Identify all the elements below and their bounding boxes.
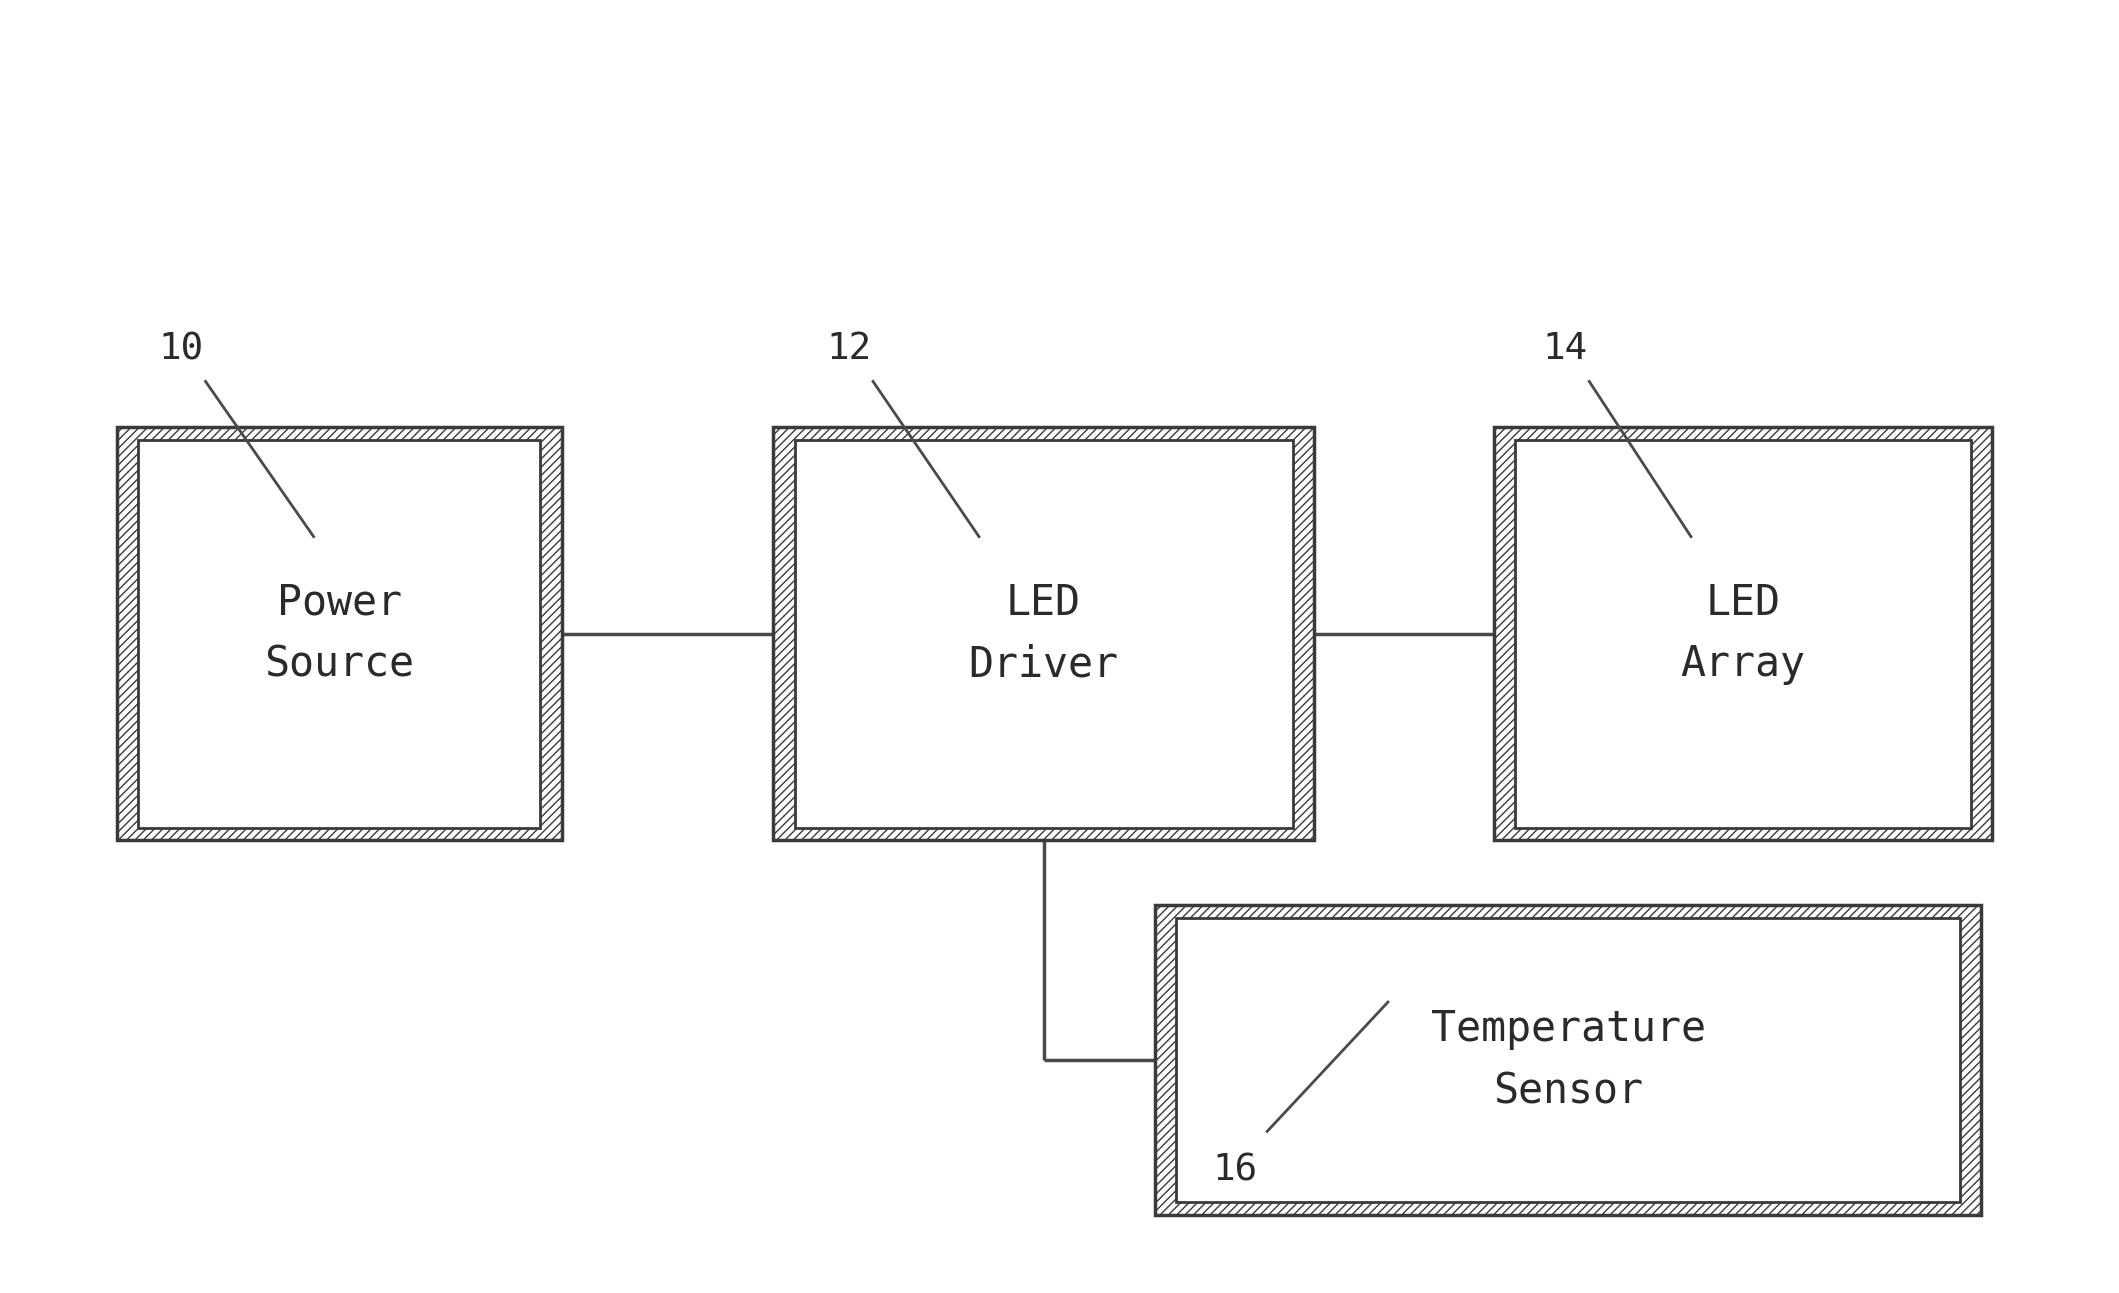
- Bar: [773, 427, 1314, 840]
- Bar: [138, 440, 540, 828]
- Bar: [138, 440, 540, 828]
- Bar: [795, 440, 1293, 828]
- Text: LED
Driver: LED Driver: [968, 582, 1119, 685]
- Bar: [1176, 918, 1960, 1202]
- Bar: [1515, 440, 1971, 828]
- Bar: [1176, 918, 1960, 1202]
- Text: 16: 16: [1212, 1152, 1257, 1188]
- Text: LED
Array: LED Array: [1680, 582, 1805, 685]
- Text: Power
Source: Power Source: [265, 582, 413, 685]
- Text: 12: 12: [826, 331, 871, 367]
- Bar: [1515, 440, 1971, 828]
- Bar: [795, 440, 1293, 828]
- Bar: [117, 427, 562, 840]
- Bar: [1494, 427, 1992, 840]
- Text: 10: 10: [159, 331, 203, 367]
- Text: 14: 14: [1543, 331, 1587, 367]
- Text: Temperature
Sensor: Temperature Sensor: [1430, 1009, 1706, 1112]
- Bar: [1155, 905, 1981, 1215]
